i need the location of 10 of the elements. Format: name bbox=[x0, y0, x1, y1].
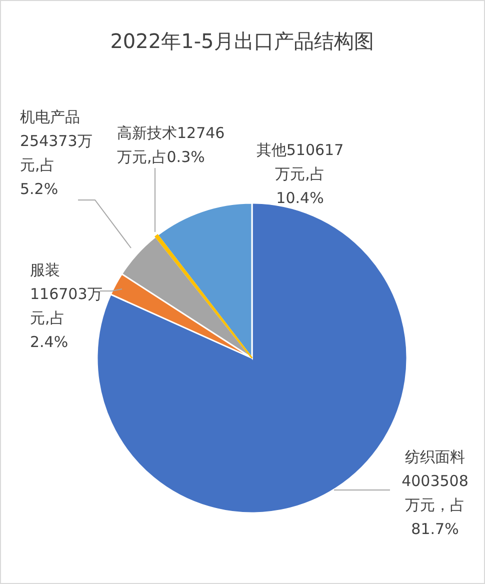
slice-label: 纺织面料 bbox=[405, 448, 465, 466]
slice-label: 高新技术12746万元,占0.3% bbox=[117, 124, 225, 166]
slice-label: 其他510617万元,占10.4% bbox=[256, 141, 344, 207]
slice-label: 机电产品 bbox=[20, 108, 80, 126]
data-label: 4003508万元，占81.7% bbox=[402, 472, 468, 538]
pie-slice bbox=[154, 234, 253, 359]
data-label: 254373万元,占5.2% bbox=[20, 132, 92, 198]
chart-title: 2022年1-5月出口产品结构图 bbox=[110, 29, 374, 53]
data-label: 116703万元,占2.4% bbox=[30, 285, 102, 351]
slice-label: 服装 bbox=[30, 261, 60, 279]
